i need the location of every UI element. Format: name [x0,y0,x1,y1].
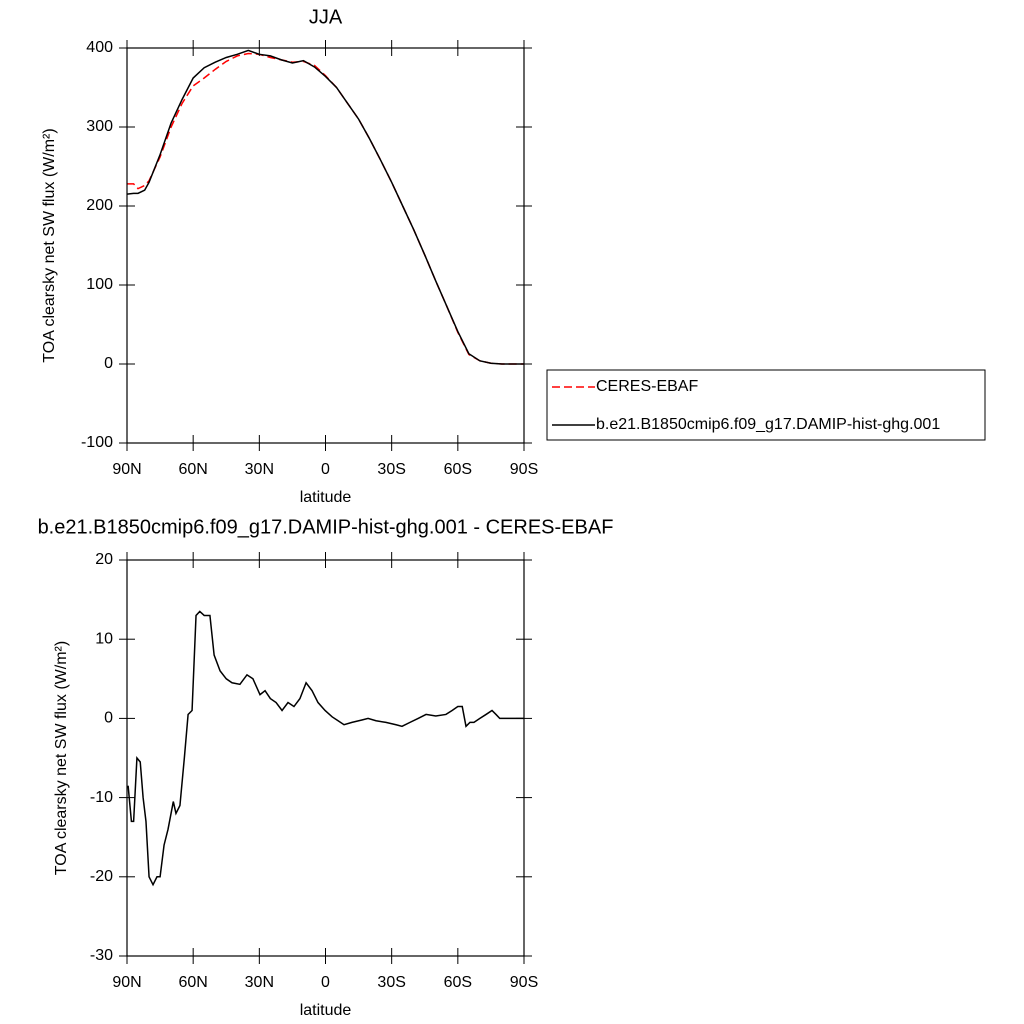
x-axis-label: latitude [300,1002,352,1019]
y-tick-label: 400 [86,39,113,56]
x-tick-label: 60N [178,974,207,991]
data-line [127,52,524,365]
x-tick-label: 30S [377,461,405,478]
x-tick-label: 0 [321,461,330,478]
x-tick-label: 90N [112,461,141,478]
x-tick-label: 30S [377,974,405,991]
plot-frame [126,47,525,444]
data-line [127,610,524,887]
y-tick-label: 0 [104,355,113,372]
y-tick-label: 20 [95,551,113,568]
legend-box [546,369,986,441]
x-tick-label: 90S [510,974,538,991]
chart-title: b.e21.B1850cmip6.f09_g17.DAMIP-hist-ghg.… [38,516,614,538]
legend-label: b.e21.B1850cmip6.f09_g17.DAMIP-hist-ghg.… [596,416,940,433]
y-tick-label: 300 [86,118,113,135]
x-tick-label: 0 [321,974,330,991]
y-tick-label: 0 [104,710,113,727]
y-tick-label: -100 [81,434,113,451]
y-tick-label: 10 [95,630,113,647]
y-axis-label: TOA clearsky net SW flux (W/m²) [53,641,70,875]
x-tick-label: 30N [245,461,274,478]
y-tick-label: 200 [86,197,113,214]
y-tick-label: -20 [90,868,113,885]
y-axis-label: TOA clearsky net SW flux (W/m²) [41,128,58,362]
x-tick-label: 60S [444,461,472,478]
y-tick-label: 100 [86,276,113,293]
y-tick-label: -10 [90,789,113,806]
plot-frame [126,559,525,957]
x-tick-label: 60N [178,461,207,478]
y-tick-label: -30 [90,947,113,964]
x-axis-label: latitude [300,489,352,506]
data-line [126,49,524,365]
x-tick-label: 90S [510,461,538,478]
legend-label: CERES-EBAF [596,378,698,395]
x-tick-label: 60S [444,974,472,991]
x-tick-label: 90N [112,974,141,991]
x-tick-label: 30N [245,974,274,991]
chart-title: JJA [309,6,343,28]
